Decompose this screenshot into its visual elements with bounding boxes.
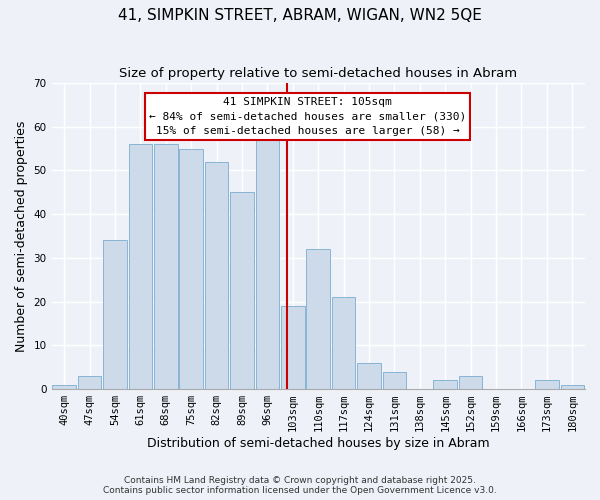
Bar (179, 148, 203, 389)
Bar (383, 372, 406, 389)
Bar (256, 140, 279, 389)
Bar (52, 384, 76, 389)
Bar (433, 380, 457, 389)
Bar (78, 376, 101, 389)
Text: 41, SIMPKIN STREET, ABRAM, WIGAN, WN2 5QE: 41, SIMPKIN STREET, ABRAM, WIGAN, WN2 5Q… (118, 8, 482, 22)
Bar (281, 306, 305, 389)
Text: 41 SIMPKIN STREET: 105sqm
← 84% of semi-detached houses are smaller (330)
15% of: 41 SIMPKIN STREET: 105sqm ← 84% of semi-… (149, 97, 466, 136)
Bar (128, 144, 152, 389)
Bar (154, 144, 178, 389)
Bar (459, 376, 482, 389)
X-axis label: Distribution of semi-detached houses by size in Abram: Distribution of semi-detached houses by … (147, 437, 490, 450)
Bar (357, 363, 381, 389)
Bar (307, 249, 330, 389)
Bar (103, 240, 127, 389)
Bar (230, 192, 254, 389)
Text: Contains HM Land Registry data © Crown copyright and database right 2025.
Contai: Contains HM Land Registry data © Crown c… (103, 476, 497, 495)
Title: Size of property relative to semi-detached houses in Abram: Size of property relative to semi-detach… (119, 68, 517, 80)
Bar (332, 298, 355, 389)
Bar (535, 380, 559, 389)
Y-axis label: Number of semi-detached properties: Number of semi-detached properties (15, 120, 28, 352)
Bar (560, 384, 584, 389)
Bar (205, 162, 229, 389)
